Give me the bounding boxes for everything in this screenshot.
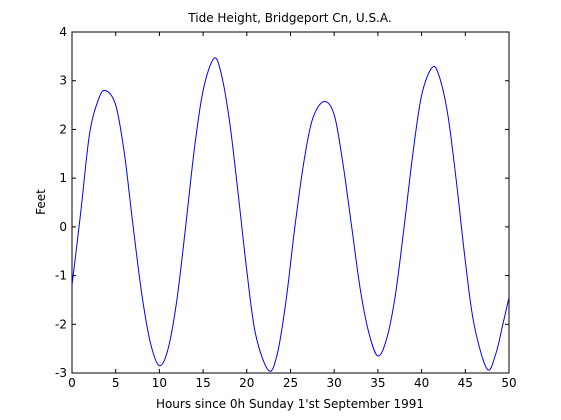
x-tick-label: 0 — [68, 376, 76, 390]
series-group — [71, 57, 510, 372]
y-tick-label: 1 — [59, 171, 67, 185]
y-tick-label: 0 — [59, 220, 67, 234]
x-tick-label: 45 — [458, 376, 473, 390]
tide-series-line — [71, 57, 510, 372]
x-tick-label: 50 — [501, 376, 516, 390]
axis-ticks: 0 5 10 15 20 25 30 35 40 45 50 -3 -2 -1 0 1 2 3 4 — [55, 25, 517, 390]
x-tick-label: 40 — [414, 376, 429, 390]
y-tick-label: -2 — [55, 317, 67, 331]
plot-area: 0 5 10 15 20 25 30 35 40 45 50 -3 -2 -1 0 1 2 3 4 — [55, 25, 517, 390]
y-tick-label: 2 — [59, 122, 67, 136]
x-tick-label: 10 — [152, 376, 167, 390]
x-tick-label: 5 — [112, 376, 120, 390]
y-tick-label: 4 — [59, 25, 67, 39]
chart-title: Tide Height, Bridgeport Cn, U.S.A. — [187, 11, 391, 25]
x-tick-label: 25 — [283, 376, 298, 390]
y-tick-label: -3 — [55, 366, 67, 380]
x-tick-label: 20 — [239, 376, 254, 390]
x-axis-label: Hours since 0h Sunday 1'st September 199… — [156, 397, 424, 411]
y-tick-label: 3 — [59, 74, 67, 88]
x-tick-label: 15 — [195, 376, 210, 390]
x-tick-label: 30 — [327, 376, 342, 390]
y-axis-label: Feet — [34, 189, 48, 215]
y-tick-label: -1 — [55, 269, 67, 283]
x-tick-label: 35 — [370, 376, 385, 390]
